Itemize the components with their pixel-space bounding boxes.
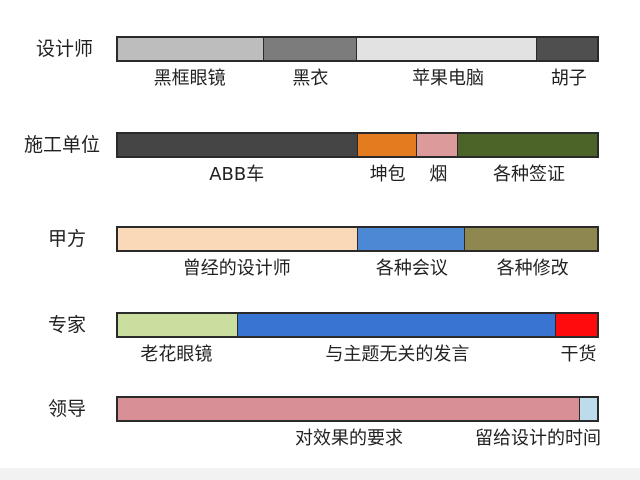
stacked-bar [116, 36, 599, 62]
segment-label: 各种签证 [492, 164, 565, 185]
bar-segment [537, 38, 597, 60]
bar-segment [357, 38, 538, 60]
stacked-bar [116, 226, 599, 252]
segment-label: 各种修改 [496, 258, 569, 279]
bar-segment [264, 38, 358, 60]
segment-label: 对效果的要求 [295, 428, 404, 449]
bar-segment [357, 228, 466, 250]
bar-segment [118, 314, 238, 336]
stacked-bar [116, 396, 599, 422]
bar-segment [357, 134, 418, 156]
stacked-bar [116, 312, 599, 338]
bar-segment [465, 228, 597, 250]
segment-label: 黑衣 [292, 68, 329, 89]
segment-label: 干货 [560, 344, 597, 365]
bar-segment [417, 134, 459, 156]
bar-segment [118, 38, 265, 60]
segment-label: 苹果电脑 [412, 68, 485, 89]
segment-label: 曾经的设计师 [182, 258, 291, 279]
segment-label: 坤包 [369, 164, 406, 185]
bottom-band [0, 468, 640, 480]
bar-segment [118, 398, 581, 420]
segment-label: 老花眼镜 [140, 344, 213, 365]
segment-label: 各种会议 [375, 258, 448, 279]
row-label: 专家 [48, 314, 87, 336]
segment-label: ABB车 [209, 164, 265, 185]
bar-segment [580, 398, 597, 420]
bar-segment [556, 314, 597, 336]
segment-label: 烟 [429, 164, 448, 185]
segment-label: 留给设计的时间 [475, 428, 601, 449]
bar-segment [118, 228, 358, 250]
row-label: 甲方 [48, 228, 87, 250]
bar-segment [118, 134, 358, 156]
bar-segment [237, 314, 557, 336]
row-label: 领导 [48, 398, 87, 420]
row-label: 施工单位 [24, 134, 101, 156]
stacked-bar [116, 132, 599, 158]
segment-label: 黑框眼镜 [153, 68, 226, 89]
segment-label: 与主题无关的发言 [325, 344, 470, 365]
bar-segment [458, 134, 597, 156]
row-label: 设计师 [36, 38, 94, 60]
segment-label: 胡子 [550, 68, 587, 89]
